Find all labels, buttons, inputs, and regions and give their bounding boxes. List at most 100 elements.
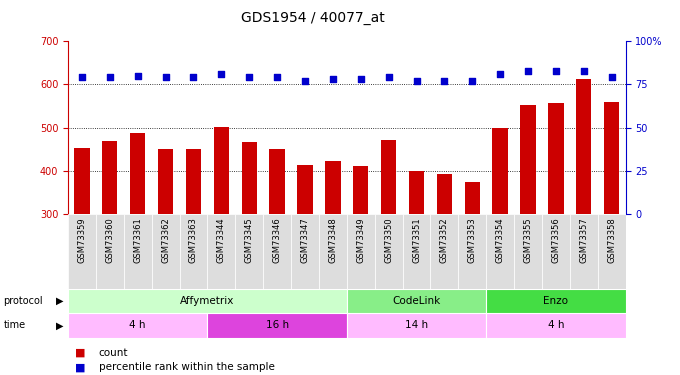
Text: GSM73361: GSM73361 [133,217,142,263]
Text: GSM73358: GSM73358 [607,217,616,263]
Bar [570,214,598,289]
Bar [207,313,347,338]
Point [132,73,143,79]
Point [244,75,255,81]
Bar [464,182,480,343]
Bar [124,214,152,289]
Bar [241,142,257,343]
Bar [458,214,486,289]
Bar [291,214,319,289]
Bar [486,289,626,313]
Text: protocol: protocol [3,296,43,306]
Bar [207,214,235,289]
Text: GSM73354: GSM73354 [496,217,505,263]
Text: GSM73351: GSM73351 [412,217,421,263]
Bar [437,174,452,343]
Bar [235,214,263,289]
Text: time: time [3,320,26,330]
Text: GSM73362: GSM73362 [161,217,170,263]
Bar [263,214,291,289]
Point [328,76,339,82]
Text: 14 h: 14 h [405,320,428,330]
Text: GSM73350: GSM73350 [384,217,393,263]
Bar [74,148,90,343]
Text: 16 h: 16 h [265,320,289,330]
Text: GSM73347: GSM73347 [301,217,309,263]
Text: GSM73355: GSM73355 [524,217,532,263]
Point [76,75,87,81]
Bar [347,289,486,313]
Text: ▶: ▶ [56,296,63,306]
Bar [130,133,146,343]
Text: GSM73359: GSM73359 [78,217,86,263]
Point [466,78,477,84]
Point [578,68,589,74]
Text: 4 h: 4 h [129,320,146,330]
Bar [604,102,619,343]
Bar [186,148,201,343]
Text: percentile rank within the sample: percentile rank within the sample [99,363,275,372]
Bar [297,165,313,343]
Bar [269,148,285,343]
Bar [347,313,486,338]
Bar [409,171,424,343]
Point [411,78,422,84]
Bar [598,214,626,289]
Point [104,75,115,81]
Point [551,68,562,74]
Bar [214,127,229,343]
Point [272,75,283,81]
Bar [520,105,536,343]
Point [355,76,366,82]
Bar [347,214,375,289]
Text: GSM73363: GSM73363 [189,217,198,263]
Point [495,71,506,77]
Bar [353,166,369,343]
Text: GDS1954 / 40077_at: GDS1954 / 40077_at [241,11,385,25]
Text: GSM73353: GSM73353 [468,217,477,263]
Bar [492,128,508,343]
Bar [548,103,564,343]
Point [607,75,617,81]
Text: ■: ■ [75,363,85,372]
Bar [430,214,458,289]
Point [299,78,310,84]
Point [160,75,171,81]
Point [216,71,227,77]
Text: GSM73346: GSM73346 [273,217,282,263]
Text: CodeLink: CodeLink [392,296,441,306]
Bar [381,140,396,343]
Bar [375,214,403,289]
Bar [68,289,347,313]
Text: GSM73345: GSM73345 [245,217,254,263]
Bar [152,214,180,289]
Text: Enzo: Enzo [543,296,568,306]
Text: GSM73348: GSM73348 [328,217,337,263]
Bar [576,79,592,343]
Text: count: count [99,348,128,357]
Bar [68,214,96,289]
Text: GSM73360: GSM73360 [105,217,114,263]
Text: GSM73344: GSM73344 [217,217,226,263]
Bar [486,214,514,289]
Bar [96,214,124,289]
Point [522,68,533,74]
Text: GSM73357: GSM73357 [579,217,588,263]
Bar [403,214,430,289]
Bar [158,148,173,343]
Text: 4 h: 4 h [547,320,564,330]
Text: GSM73349: GSM73349 [356,217,365,263]
Point [439,78,450,84]
Point [188,75,199,81]
Text: ■: ■ [75,348,85,357]
Bar [180,214,207,289]
Bar [486,313,626,338]
Text: Affymetrix: Affymetrix [180,296,235,306]
Bar [514,214,542,289]
Bar [325,161,341,343]
Point [384,75,394,81]
Text: ▶: ▶ [56,320,63,330]
Bar [102,141,118,343]
Bar [319,214,347,289]
Bar [68,313,207,338]
